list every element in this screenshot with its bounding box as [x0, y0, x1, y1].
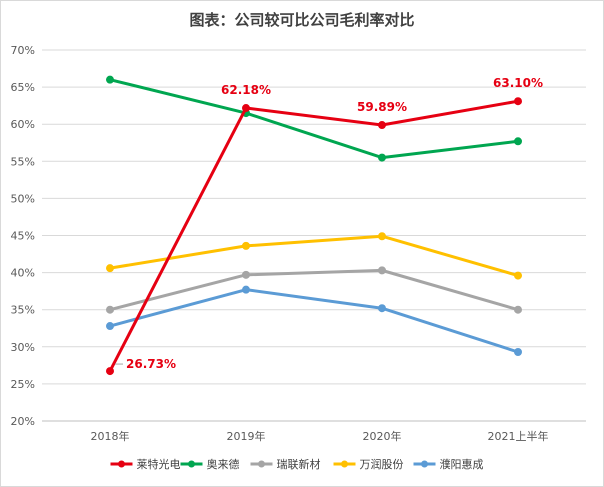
legend-swatch-marker [188, 460, 195, 468]
legend-label: 瑞联新材 [277, 457, 321, 471]
x-tick-label: 2019年 [227, 429, 266, 443]
series-line [108, 234, 520, 278]
x-tick-label: 2020年 [363, 429, 402, 443]
legend-label: 奥来德 [207, 457, 240, 471]
gridlines [42, 49, 586, 422]
data-point [106, 322, 114, 331]
y-tick-label: 35% [11, 304, 35, 317]
data-point [378, 121, 386, 130]
legend-swatch-marker [118, 460, 125, 468]
series-line [108, 288, 520, 354]
legend-swatch-marker [258, 460, 265, 468]
legend-label: 濮阳惠成 [440, 457, 484, 471]
x-tick-label: 2021上半年 [488, 429, 549, 443]
y-tick-label: 60% [11, 118, 35, 131]
data-point [378, 232, 386, 241]
y-tick-label: 20% [11, 415, 35, 428]
y-tick-label: 45% [11, 230, 35, 243]
data-point [378, 153, 386, 162]
data-label: 59.89% [357, 100, 407, 114]
y-tick-label: 30% [11, 341, 35, 354]
data-point [378, 304, 386, 313]
y-tick-label: 50% [11, 192, 35, 205]
data-point [242, 241, 250, 250]
y-tick-label: 65% [11, 81, 35, 94]
data-point [242, 285, 250, 294]
data-point [514, 347, 522, 356]
y-tick-label: 70% [11, 44, 35, 57]
legend: 莱特光电 奥来德 瑞联新材 万润股份 濮阳惠成 [110, 457, 484, 471]
chart-title: 图表：公司较可比公司毛利率对比 [189, 11, 414, 29]
data-point [242, 104, 250, 113]
data-point [514, 97, 522, 106]
data-label: 26.73% [126, 357, 176, 371]
series-line [108, 78, 520, 160]
series-line [108, 268, 520, 312]
legend-label: 莱特光电 [137, 457, 181, 471]
legend-label: 万润股份 [360, 457, 404, 471]
data-label: 62.18% [221, 83, 271, 97]
y-tick-label: 40% [11, 267, 35, 280]
data-point [514, 271, 522, 280]
y-tick-label: 25% [11, 378, 35, 391]
data-point [106, 367, 114, 376]
data-point [106, 305, 114, 314]
data-point [514, 305, 522, 314]
data-point [106, 264, 114, 273]
x-tick-label: 2018年 [91, 429, 130, 443]
y-tick-label: 55% [11, 155, 35, 168]
legend-swatch-marker [341, 460, 348, 468]
series-lines [106, 75, 522, 376]
data-point [378, 266, 386, 275]
data-point [106, 75, 114, 84]
series-line [108, 99, 520, 373]
axes: 20% 25% 30% 35% 40% 45% 50% 55% 60% 65% 70% 2018年 20… [11, 44, 586, 443]
data-labels: 26.73% 62.18% 59.89% 63.10% [115, 76, 543, 371]
data-point [242, 270, 250, 279]
data-point [514, 137, 522, 146]
data-label: 63.10% [493, 76, 543, 90]
legend-swatch-marker [421, 460, 428, 468]
